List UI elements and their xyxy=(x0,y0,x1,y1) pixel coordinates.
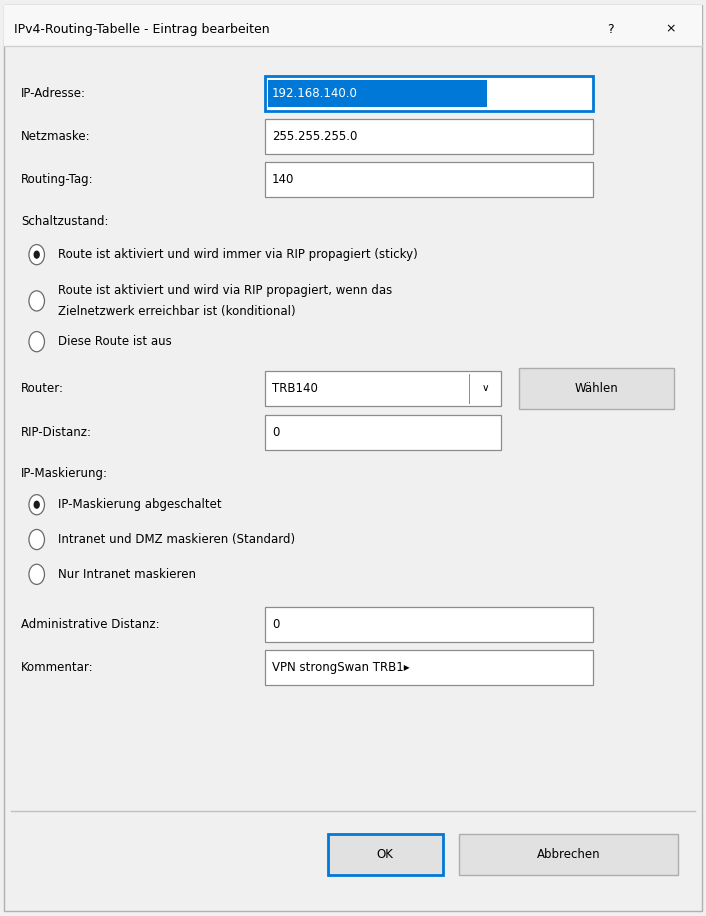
Text: ∨: ∨ xyxy=(481,384,489,393)
Circle shape xyxy=(29,495,44,515)
Circle shape xyxy=(29,332,44,352)
Text: Route ist aktiviert und wird immer via RIP propagiert (sticky): Route ist aktiviert und wird immer via R… xyxy=(58,248,418,261)
FancyBboxPatch shape xyxy=(265,415,501,450)
Text: Route ist aktiviert und wird via RIP propagiert, wenn das: Route ist aktiviert und wird via RIP pro… xyxy=(58,284,392,297)
Text: IP-Adresse:: IP-Adresse: xyxy=(21,87,86,100)
Text: 0: 0 xyxy=(272,426,279,439)
Circle shape xyxy=(29,291,44,311)
FancyBboxPatch shape xyxy=(4,5,702,46)
Circle shape xyxy=(29,245,44,265)
Text: OK: OK xyxy=(377,848,393,861)
FancyBboxPatch shape xyxy=(519,368,674,409)
FancyBboxPatch shape xyxy=(265,76,593,111)
FancyBboxPatch shape xyxy=(328,834,443,875)
Text: Wählen: Wählen xyxy=(575,382,618,395)
Text: TRB140: TRB140 xyxy=(272,382,318,395)
Text: 140: 140 xyxy=(272,173,294,186)
Text: Routing-Tag:: Routing-Tag: xyxy=(21,173,94,186)
Circle shape xyxy=(34,251,40,258)
Text: Schaltzustand:: Schaltzustand: xyxy=(21,215,109,228)
FancyBboxPatch shape xyxy=(459,834,678,875)
Text: Diese Route ist aus: Diese Route ist aus xyxy=(58,335,172,348)
Text: 0: 0 xyxy=(272,618,279,631)
Circle shape xyxy=(34,500,40,509)
Text: Intranet und DMZ maskieren (Standard): Intranet und DMZ maskieren (Standard) xyxy=(58,533,295,546)
FancyBboxPatch shape xyxy=(265,371,501,406)
Text: Administrative Distanz:: Administrative Distanz: xyxy=(21,618,160,631)
Text: IPv4-Routing-Tabelle - Eintrag bearbeiten: IPv4-Routing-Tabelle - Eintrag bearbeite… xyxy=(14,23,270,36)
Text: VPN strongSwan TRB1▸: VPN strongSwan TRB1▸ xyxy=(272,661,409,674)
FancyBboxPatch shape xyxy=(265,650,593,685)
Text: Router:: Router: xyxy=(21,382,64,395)
Circle shape xyxy=(29,564,44,584)
Text: ×: × xyxy=(666,23,676,36)
Text: Netzmaske:: Netzmaske: xyxy=(21,130,91,143)
FancyBboxPatch shape xyxy=(4,5,702,911)
FancyBboxPatch shape xyxy=(265,162,593,197)
Text: Kommentar:: Kommentar: xyxy=(21,661,94,674)
Text: Abbrechen: Abbrechen xyxy=(537,848,600,861)
Text: IP-Maskierung:: IP-Maskierung: xyxy=(21,467,108,480)
Text: RIP-Distanz:: RIP-Distanz: xyxy=(21,426,92,439)
Circle shape xyxy=(29,529,44,550)
Text: 255.255.255.0: 255.255.255.0 xyxy=(272,130,357,143)
FancyBboxPatch shape xyxy=(268,80,487,107)
Text: Zielnetzwerk erreichbar ist (konditional): Zielnetzwerk erreichbar ist (konditional… xyxy=(58,305,296,318)
Text: Nur Intranet maskieren: Nur Intranet maskieren xyxy=(58,568,196,581)
Text: 192.168.140.0: 192.168.140.0 xyxy=(272,87,358,100)
Text: IP-Maskierung abgeschaltet: IP-Maskierung abgeschaltet xyxy=(58,498,222,511)
Text: ?: ? xyxy=(607,23,614,36)
FancyBboxPatch shape xyxy=(265,119,593,154)
FancyBboxPatch shape xyxy=(265,607,593,642)
